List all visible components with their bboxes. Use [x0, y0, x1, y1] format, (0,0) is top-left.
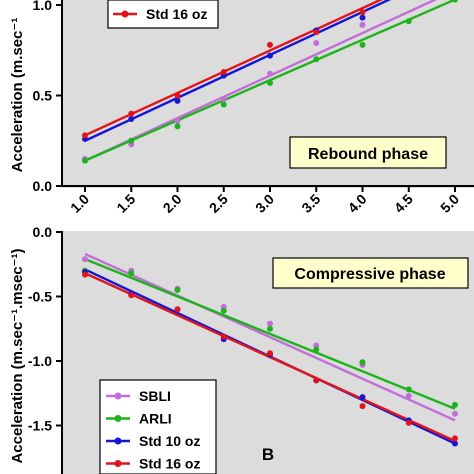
rebound-phase-annotation-box: [289, 136, 447, 169]
panel-a-point-arli: [82, 157, 88, 164]
rebound-phase-annotation-text: Rebound phase: [308, 146, 428, 163]
panel-a-x-tick-label: 2.5: [206, 191, 231, 216]
panel-a-point-std-16-oz: [220, 68, 227, 75]
panel-a-point-sbli: [220, 96, 227, 103]
panel-b-legend-marker-arli: [114, 415, 122, 422]
panel-b-point-std-16-oz: [174, 306, 181, 313]
panel-a-point-std-16-oz: [174, 92, 181, 99]
panel-a-x-tick-label: 2.0: [160, 191, 185, 216]
panel-b-point-arli: [174, 287, 181, 294]
panel-b-legend-label-arli: ARLI: [139, 411, 172, 427]
panel-a-x-tick-label: 1.0: [67, 191, 92, 216]
panel-b-y-tick-label: -0.5: [28, 289, 52, 305]
panel-b-legend-label-std-10-oz: Std 10 oz: [139, 433, 200, 449]
panel-a-x-tick-label: 3.0: [252, 191, 277, 216]
panel-a-point-std-16-oz: [128, 110, 135, 117]
panel-a-point-std-16-oz: [359, 9, 366, 16]
panel-a-legend-label-std-16-oz: Std 16 oz: [146, 6, 207, 22]
panel-b-label: B: [262, 445, 274, 464]
panel-b-point-std-16-oz: [405, 419, 412, 426]
panel-a-x-tick-label: 4.0: [345, 191, 370, 216]
panel-a-point-std-10-oz: [174, 97, 181, 104]
compressive-phase-annotation-text: Compressive phase: [294, 266, 445, 283]
panel-b-y-ticks: 0.0 -0.5 -1.0 -1.5: [28, 224, 62, 434]
panel-a-point-std-16-oz: [82, 132, 88, 139]
panel-a-point-std-10-oz: [267, 52, 273, 59]
panel-a-fit-line-std-10-oz: [84, 0, 392, 142]
panel-b-legend-marker-std-10-oz: [114, 437, 122, 445]
panel-a-point-arli: [267, 79, 273, 86]
panel-b-point-std-16-oz: [313, 377, 320, 384]
panel-a-point-arli: [174, 123, 181, 130]
panel-b-point-std-10-oz: [452, 440, 458, 447]
panel-b-point-sbli: [82, 256, 88, 263]
panel-a-point-sbli: [174, 117, 181, 124]
panel-b-points: [82, 256, 458, 447]
panel-a-point-sbli: [359, 21, 366, 28]
panel-b-point-std-16-oz: [267, 350, 273, 357]
panel-a-point-arli: [313, 56, 320, 63]
panel-b-legend-marker-std-16-oz: [114, 460, 122, 467]
panel-a-y-tick-label: 0.0: [33, 178, 53, 194]
panel-b-legend-label-sbli: SBLI: [139, 388, 171, 404]
panel-a-x-tick-label: 5.0: [437, 191, 462, 216]
panel-a-point-std-16-oz: [267, 41, 273, 48]
panel-a-y-tick-label: 1.0: [33, 0, 53, 13]
panel-b-legend-marker-sbli: [114, 392, 122, 400]
panel-a-points: [82, 0, 458, 164]
panel-a-point-arli: [220, 101, 227, 108]
panel-a-fit-line-std-16-oz: [84, 0, 384, 137]
compressive-phase-annotation-box: [272, 257, 469, 289]
panel-b-point-arli: [405, 386, 412, 393]
panel-a-point-sbli: [267, 70, 273, 77]
panel-b-point-std-16-oz: [359, 403, 366, 410]
panel-b-compressive: 0.0 -0.5 -1.0 -1.5 Acceleration (m.sec⁻¹.ms…: [9, 224, 474, 474]
panel-a-x-tick-label: 1.5: [113, 191, 138, 216]
panel-a-point-sbli: [313, 40, 320, 47]
panel-b-fit-line-sbli: [84, 252, 456, 422]
panel-b-point-arli: [452, 401, 458, 408]
panel-a-point-arli: [452, 0, 458, 3]
panel-b-point-arli: [128, 270, 135, 277]
panel-b-y-axis-label: Acceleration (m.sec⁻¹.msec⁻¹): [9, 248, 26, 463]
panel-b-point-arli: [313, 346, 320, 353]
panel-a-point-std-10-oz: [359, 14, 366, 21]
rebound-phase-annotation: Rebound phase: [289, 136, 447, 169]
panel-b-point-arli: [359, 359, 366, 366]
panel-a-x-tick-label: 4.5: [391, 191, 416, 216]
panel-a-point-arli: [128, 137, 135, 144]
panel-b-point-sbli: [267, 320, 273, 327]
panel-b-point-arli: [220, 307, 227, 314]
panel-a-rebound: 0.0 0.5 1.0 1.0 1.5 2.0 2.5 3.0 3.5 4.0 4.5 5.0 Ac…: [9, 0, 474, 216]
panel-b-y-tick-label: -1.5: [28, 418, 52, 434]
compressive-phase-annotation: Compressive phase: [272, 257, 469, 289]
panel-b-legend-label-std-16-oz: Std 16 oz: [139, 456, 200, 472]
panel-b-point-std-16-oz: [82, 271, 88, 278]
panel-a-legend: Std 16 oz: [107, 0, 219, 29]
panel-a-legend-marker-std-16-oz: [121, 10, 129, 18]
panel-a-point-std-10-oz: [128, 116, 135, 123]
panel-a-point-std-16-oz: [313, 29, 320, 36]
panel-b-y-tick-label: 0.0: [33, 224, 53, 240]
panel-b-point-sbli: [452, 410, 458, 417]
panel-b-point-std-16-oz: [220, 333, 227, 340]
panel-b-y-tick-label: -1.0: [28, 353, 52, 369]
panel-a-y-axis-label: Acceleration (m.sec⁻¹: [9, 18, 26, 173]
panel-b-point-std-16-oz: [452, 435, 458, 442]
panel-b-legend: SBLI ARLI Std 10 oz Std 16 oz: [99, 379, 217, 474]
panel-b-point-arli: [267, 325, 273, 332]
panel-b-point-std-16-oz: [128, 292, 135, 299]
panel-a-x-tick-label: 3.5: [298, 191, 323, 216]
panel-b-fit-line-arli: [84, 257, 456, 410]
panel-a-point-arli: [405, 18, 412, 25]
panel-b-point-sbli: [405, 392, 412, 399]
panel-a-y-ticks: 0.0 0.5 1.0: [33, 0, 62, 194]
panel-a-x-ticks: 1.0 1.5 2.0 2.5 3.0 3.5 4.0 4.5 5.0: [67, 186, 462, 216]
panel-a-point-arli: [359, 41, 366, 48]
panel-b-point-std-10-oz: [359, 394, 366, 401]
panel-a-y-tick-label: 0.5: [33, 88, 53, 104]
